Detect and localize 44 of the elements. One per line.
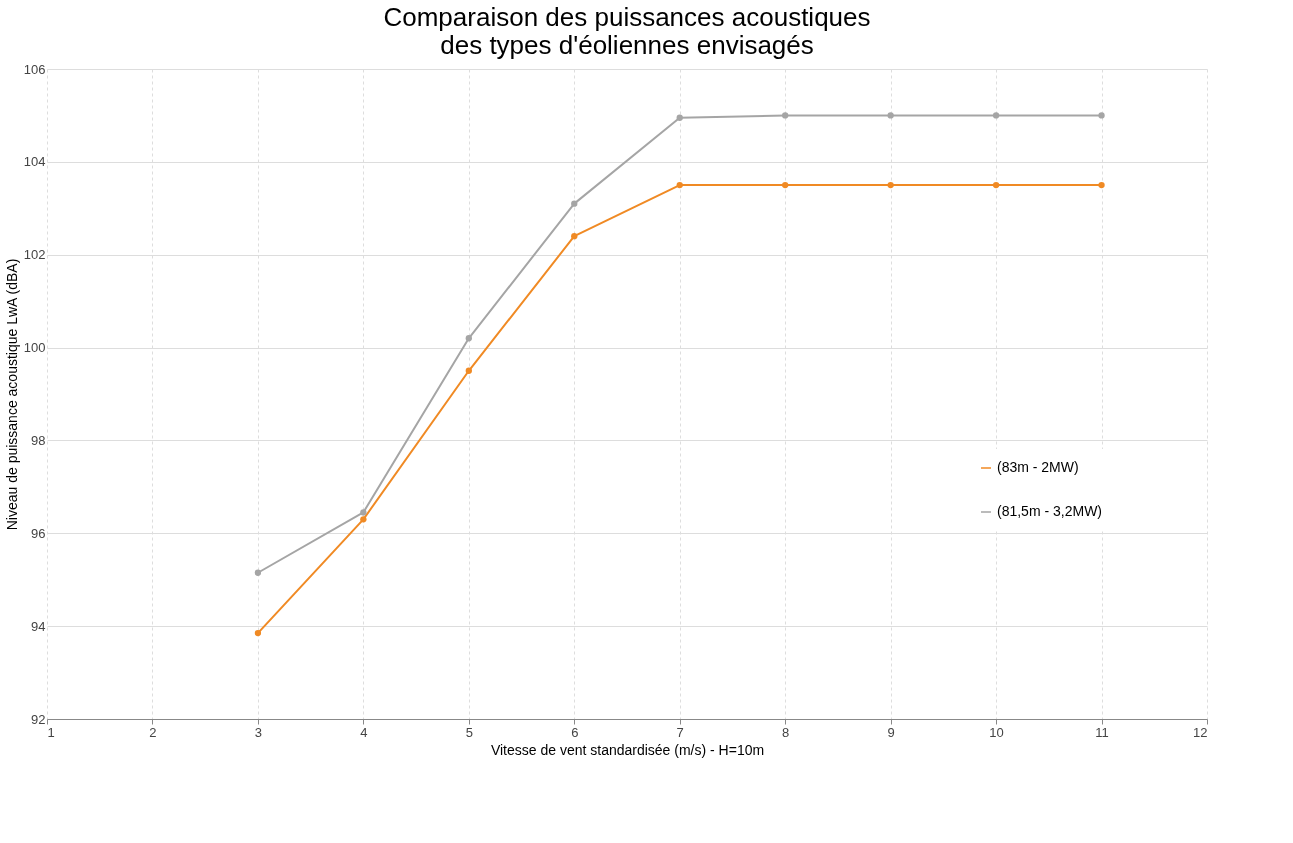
point (887, 112, 894, 119)
point (1098, 181, 1105, 189)
x-axis-title: Vitesse de vent standardisée (m/s) - H=10m (490, 741, 765, 758)
point (887, 181, 894, 189)
y-axis-title: Niveau de puissance acoustique LwA (dBA) (3, 258, 20, 531)
x-tick-label: 10 (989, 724, 1004, 740)
point (254, 569, 262, 576)
point (571, 200, 578, 207)
y-tick-label: 92 (31, 711, 46, 727)
legend-label: (83m - 2MW) (997, 459, 1079, 475)
x-tick-label: 3 (254, 724, 263, 740)
x-tick-label: 1 (47, 724, 55, 740)
point (360, 516, 367, 523)
point (465, 367, 472, 374)
point (676, 181, 683, 189)
x-tick-label: 2 (149, 724, 157, 740)
x-tick-label: 11 (1095, 724, 1109, 740)
point (1098, 112, 1105, 119)
point (782, 181, 789, 189)
y-tick-label: 98 (31, 432, 46, 448)
x-tick-label: 12 (1193, 724, 1208, 740)
text: Comparaison des puissances acoustiques (383, 2, 871, 32)
point (992, 181, 1000, 189)
x-tick-label: 4 (360, 724, 368, 740)
y-tick-label: 94 (31, 618, 46, 634)
x-tick-label: 9 (887, 724, 895, 740)
y-tick-label: 96 (31, 525, 46, 541)
x-tick-label: 8 (782, 724, 790, 740)
point (360, 509, 367, 516)
text: des types d'éoliennes envisagés (440, 30, 814, 60)
point (676, 114, 683, 121)
x-tick-label: 7 (676, 724, 684, 740)
legend-label: (81,5m - 3,2MW) (997, 503, 1103, 519)
point (254, 629, 262, 637)
point (782, 112, 789, 119)
y-tick-label: 106 (23, 61, 46, 77)
x-tick-label: 6 (571, 724, 579, 740)
point (465, 335, 472, 342)
point (992, 112, 1000, 119)
y-tick-label: 102 (23, 247, 46, 263)
x-tick-label: 5 (465, 724, 473, 740)
y-tick-label: 104 (23, 154, 46, 170)
y-tick-label: 100 (23, 340, 46, 356)
point (571, 232, 578, 240)
